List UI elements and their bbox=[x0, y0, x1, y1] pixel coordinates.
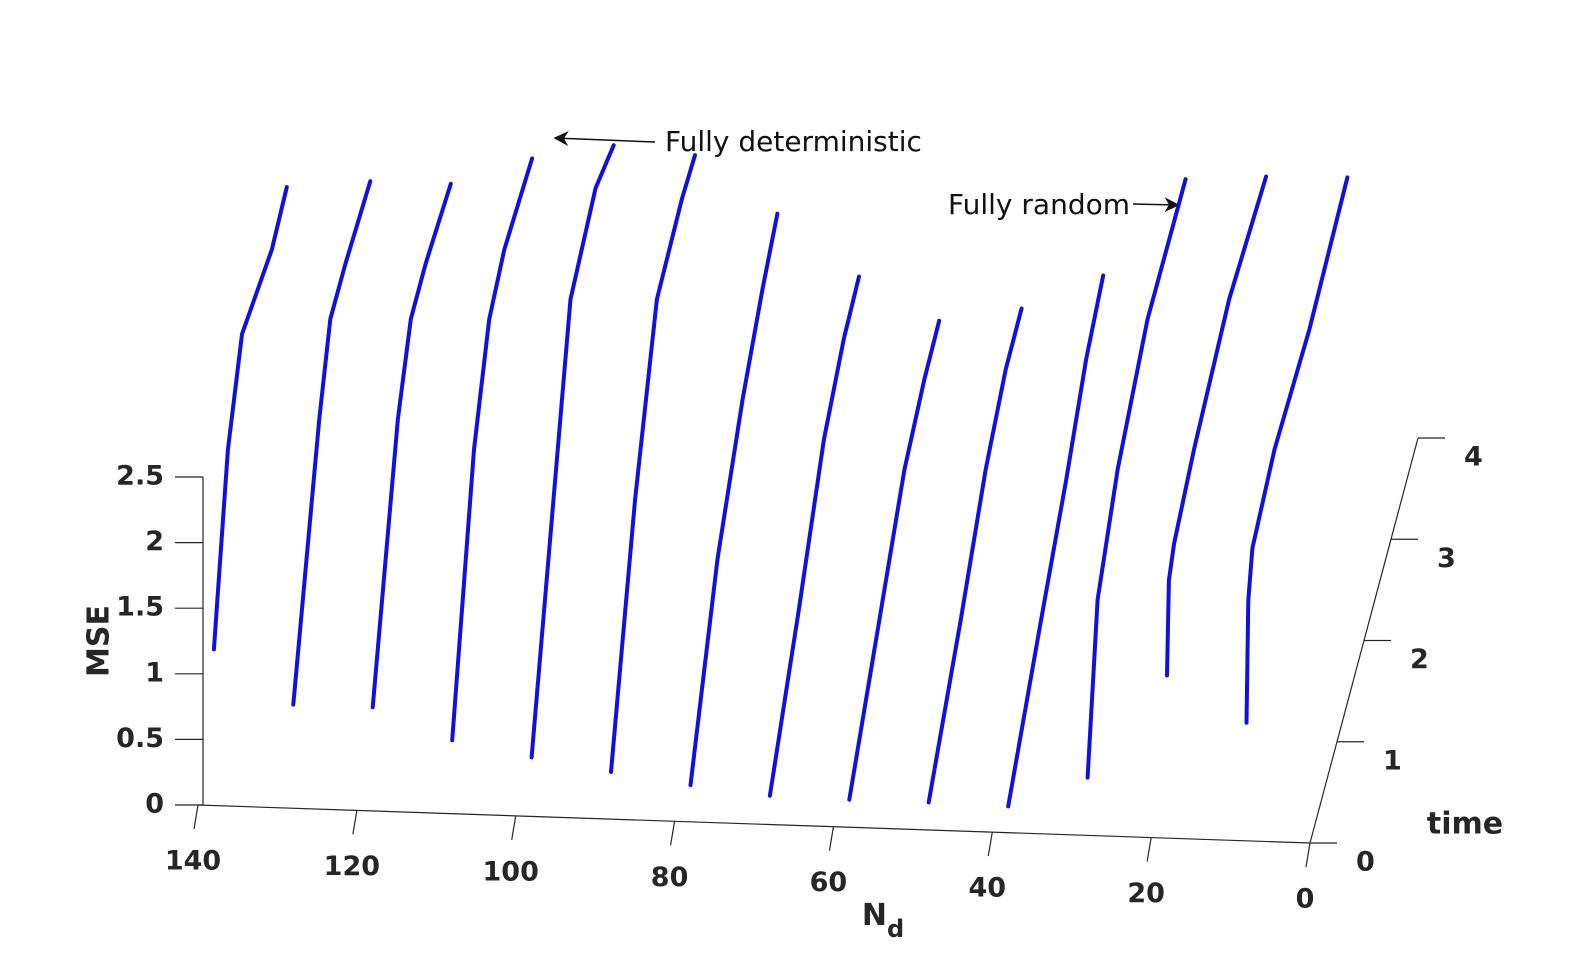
series-line bbox=[1085, 177, 1188, 780]
z-tick-label: 0.5 bbox=[116, 723, 164, 754]
series-line bbox=[450, 156, 535, 743]
x-tick-label: 60 bbox=[810, 867, 848, 898]
y-tick-label: 4 bbox=[1464, 442, 1483, 473]
annotation-arrow bbox=[553, 131, 656, 147]
x-axis bbox=[197, 804, 1311, 844]
z-tick-label: 1.5 bbox=[116, 592, 164, 623]
series-line bbox=[370, 181, 453, 710]
series-line bbox=[926, 306, 1024, 805]
x-axis-label-main: N bbox=[862, 898, 887, 933]
series-line bbox=[767, 274, 861, 798]
x-tick bbox=[1146, 837, 1152, 862]
x-tick-label: 80 bbox=[651, 862, 689, 893]
x-tick-label: 20 bbox=[1127, 878, 1165, 909]
series-line bbox=[847, 318, 942, 802]
z-tick-label: 0 bbox=[145, 789, 164, 820]
y-tick-label: 0 bbox=[1356, 847, 1375, 878]
x-tick-label: 100 bbox=[483, 856, 539, 887]
annotation: Fully random bbox=[948, 188, 1130, 221]
x-tick-label: 40 bbox=[968, 873, 1006, 904]
y-tick-label: 2 bbox=[1410, 644, 1429, 675]
z-axis-label: MSE bbox=[82, 605, 117, 677]
series-line bbox=[1165, 174, 1269, 678]
z-tick-label: 2.5 bbox=[116, 461, 164, 492]
x-tick bbox=[669, 821, 676, 846]
series-line bbox=[1244, 175, 1350, 725]
x-tick-label: 140 bbox=[165, 846, 221, 877]
x-tick-label: 120 bbox=[324, 851, 380, 882]
x-tick bbox=[193, 804, 199, 830]
z-tick-label: 1 bbox=[145, 657, 164, 688]
series-line bbox=[211, 185, 289, 652]
x-tick bbox=[828, 826, 835, 851]
x-axis-label-sub: d bbox=[887, 915, 904, 943]
x-tick bbox=[511, 815, 517, 840]
y-axis-label: time bbox=[1427, 807, 1503, 842]
series-line bbox=[529, 143, 616, 760]
annotation-arrow bbox=[1132, 197, 1180, 213]
series-line bbox=[688, 211, 780, 788]
series-line bbox=[1006, 273, 1106, 809]
x-tick bbox=[987, 832, 993, 857]
series-line bbox=[291, 179, 373, 707]
y-tick-label: 3 bbox=[1437, 543, 1456, 574]
x-tick bbox=[1305, 842, 1311, 868]
x-axis-label: Nd bbox=[862, 898, 904, 944]
x-tick-label: 0 bbox=[1296, 884, 1315, 915]
z-tick-label: 2 bbox=[145, 526, 164, 557]
series-line bbox=[609, 153, 697, 774]
x-tick bbox=[352, 810, 358, 835]
annotation: Fully deterministic bbox=[665, 125, 922, 158]
y-tick-label: 1 bbox=[1383, 745, 1402, 776]
